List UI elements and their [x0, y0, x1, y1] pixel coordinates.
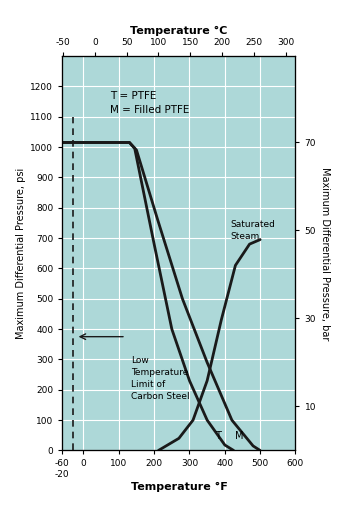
Text: Low
Temperature
Limit of
Carbon Steel: Low Temperature Limit of Carbon Steel [131, 356, 190, 401]
Y-axis label: Maximum Differential Pressure, bar: Maximum Differential Pressure, bar [320, 166, 330, 340]
X-axis label: Temperature °C: Temperature °C [130, 26, 227, 36]
Y-axis label: Maximum Differential Pressure, psi: Maximum Differential Pressure, psi [16, 167, 26, 339]
Text: M: M [235, 431, 243, 441]
Text: T: T [215, 431, 221, 441]
X-axis label: Temperature °F: Temperature °F [131, 482, 227, 492]
Text: Saturated
Steam: Saturated Steam [230, 220, 275, 241]
Text: T = PTFE
M = Filled PTFE: T = PTFE M = Filled PTFE [110, 91, 189, 115]
